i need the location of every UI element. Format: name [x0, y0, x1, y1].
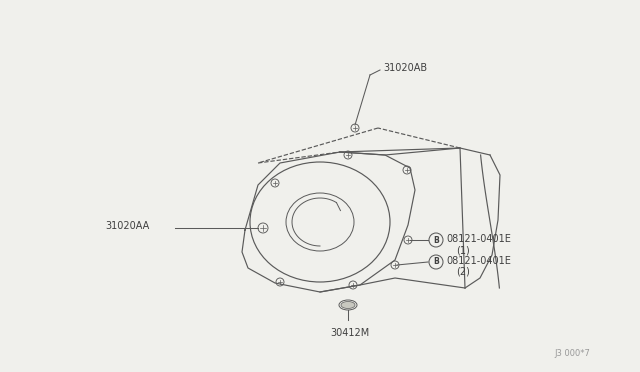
- Text: (2): (2): [456, 267, 470, 277]
- Ellipse shape: [341, 301, 355, 308]
- Text: 31020AB: 31020AB: [383, 63, 427, 73]
- Text: 31020AA: 31020AA: [105, 221, 149, 231]
- Text: J3 000*7: J3 000*7: [554, 349, 590, 358]
- Text: B: B: [433, 257, 439, 266]
- Text: 30412M: 30412M: [330, 328, 369, 338]
- Text: (1): (1): [456, 245, 470, 255]
- Text: 08121-0401E: 08121-0401E: [446, 234, 511, 244]
- Text: B: B: [433, 235, 439, 244]
- Text: 08121-0401E: 08121-0401E: [446, 256, 511, 266]
